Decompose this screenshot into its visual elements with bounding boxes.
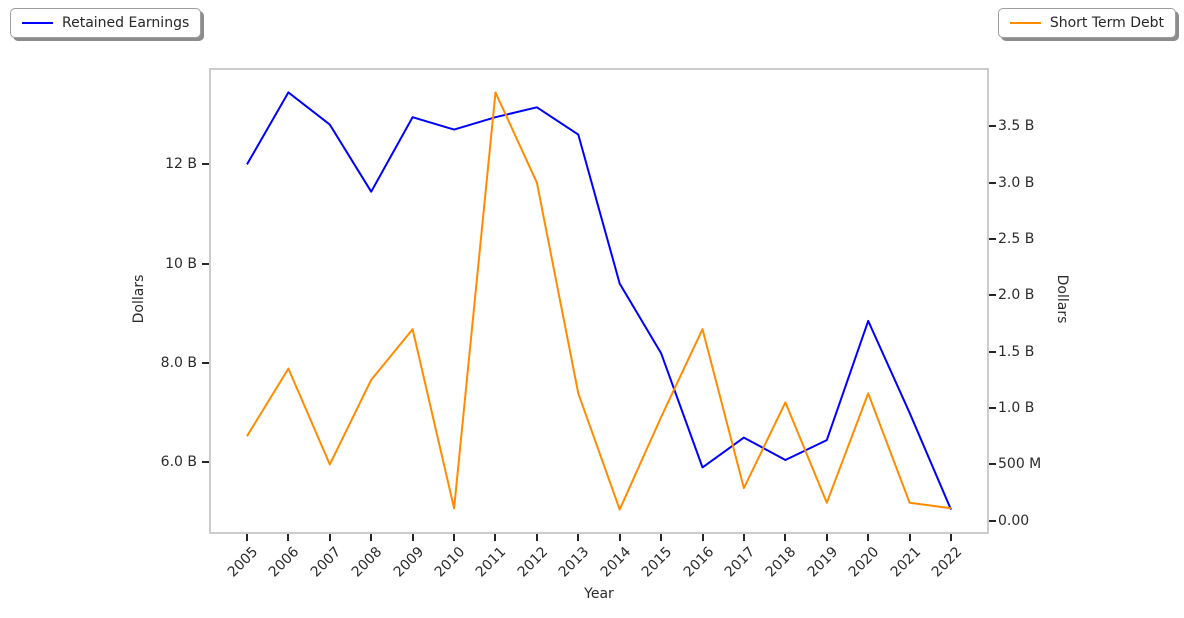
y-axis-right-tick-label: 2.5 B (998, 231, 1035, 248)
x-axis-tick-label: 2005 (224, 544, 262, 581)
x-axis-tick-mark (577, 534, 580, 541)
y-axis-right-tick-label: 2.0 B (998, 287, 1035, 304)
y-axis-left-tick-label: 10 B (165, 255, 197, 272)
y-axis-right-tick-mark (989, 407, 996, 410)
retained-earnings-line (246, 91, 952, 510)
y-axis-right-tick-mark (989, 350, 996, 353)
x-axis-tick-mark (701, 534, 704, 541)
y-axis-right-tick-mark (989, 181, 996, 184)
chart-lines (246, 91, 952, 511)
x-axis-tick-label: 2022 (928, 544, 966, 581)
y-axis-right-tick-label: 0.00 (998, 512, 1030, 529)
legend-retained-earnings: Retained Earnings (10, 8, 202, 38)
y-axis-right-tick-mark (989, 294, 996, 297)
x-axis-tick-label: 2014 (597, 544, 635, 581)
y-axis-right-tick-mark (989, 519, 996, 522)
x-axis-tick-label: 2006 (266, 544, 303, 581)
x-axis-tick-label: 2021 (887, 544, 924, 581)
x-axis-tick-label: 2015 (638, 544, 676, 581)
retained-earnings-line-icon (22, 22, 53, 24)
x-axis-tick-mark (246, 534, 248, 541)
x-axis-tick-label: 2017 (721, 544, 759, 581)
x-axis-tick-mark (825, 534, 828, 541)
y-axis-left-tick-mark (202, 262, 209, 265)
x-axis-tick-label: 2016 (680, 544, 717, 581)
x-axis-tick-label: 2012 (514, 544, 552, 581)
x-axis-tick-mark (660, 534, 663, 541)
plot-area (209, 68, 989, 534)
y-axis-left-tick-mark (202, 163, 209, 166)
x-axis-tick-label: 2011 (473, 544, 510, 581)
y-axis-right-tick-label: 3.5 B (998, 118, 1035, 135)
y-axis-right-tick-label: 500 M (998, 456, 1042, 473)
x-axis-tick-mark (535, 534, 538, 541)
x-axis-tick-mark (328, 534, 331, 541)
y-axis-left-tick-label: 8.0 B (160, 355, 197, 372)
x-axis-tick-label: 2007 (307, 544, 345, 581)
x-axis-label: Year (584, 586, 614, 602)
y-axis-right-tick-mark (989, 125, 996, 128)
x-axis-tick-mark (950, 534, 952, 541)
x-axis-tick-mark (411, 534, 414, 541)
x-axis-tick-label: 2008 (349, 544, 386, 581)
y-axis-right-tick-label: 1.5 B (998, 343, 1035, 360)
x-axis-tick-label: 2009 (390, 544, 427, 581)
x-axis-tick-label: 2018 (763, 544, 800, 581)
short-term-debt-line-icon (1009, 22, 1041, 24)
legend-retained-earnings-label: Retained Earnings (62, 15, 190, 31)
y-axis-left-label: Dollars (131, 274, 147, 324)
x-axis-tick-mark (867, 534, 870, 541)
y-axis-right-label: Dollars (1054, 274, 1070, 324)
x-axis-tick-mark (494, 534, 497, 541)
x-axis-tick-mark (453, 534, 456, 541)
y-axis-left-tick-label: 12 B (165, 156, 197, 173)
y-axis-right-tick-label: 3.0 B (998, 174, 1035, 191)
legend-short-term-debt-label: Short Term Debt (1049, 15, 1164, 31)
x-axis-tick-label: 2013 (556, 544, 593, 581)
x-axis-tick-mark (908, 534, 911, 541)
x-axis-tick-mark (370, 534, 373, 541)
x-axis-tick-mark (287, 534, 290, 541)
y-axis-right-tick-label: 1.0 B (998, 400, 1035, 417)
y-axis-left-tick-mark (202, 461, 209, 464)
x-axis-tick-mark (784, 534, 787, 541)
y-axis-left-tick-label: 6.0 B (160, 454, 197, 471)
x-axis-tick-label: 2019 (804, 544, 842, 581)
y-axis-left-tick-mark (202, 362, 209, 365)
x-axis-tick-label: 2020 (845, 544, 883, 581)
legend-short-term-debt: Short Term Debt (997, 8, 1176, 38)
x-axis-tick-mark (618, 534, 621, 541)
x-axis-tick-label: 2010 (431, 544, 469, 581)
y-axis-right-tick-mark (989, 463, 996, 466)
y-axis-right-tick-mark (989, 238, 996, 241)
x-axis-tick-mark (742, 534, 745, 541)
short-term-debt-line (246, 91, 952, 511)
